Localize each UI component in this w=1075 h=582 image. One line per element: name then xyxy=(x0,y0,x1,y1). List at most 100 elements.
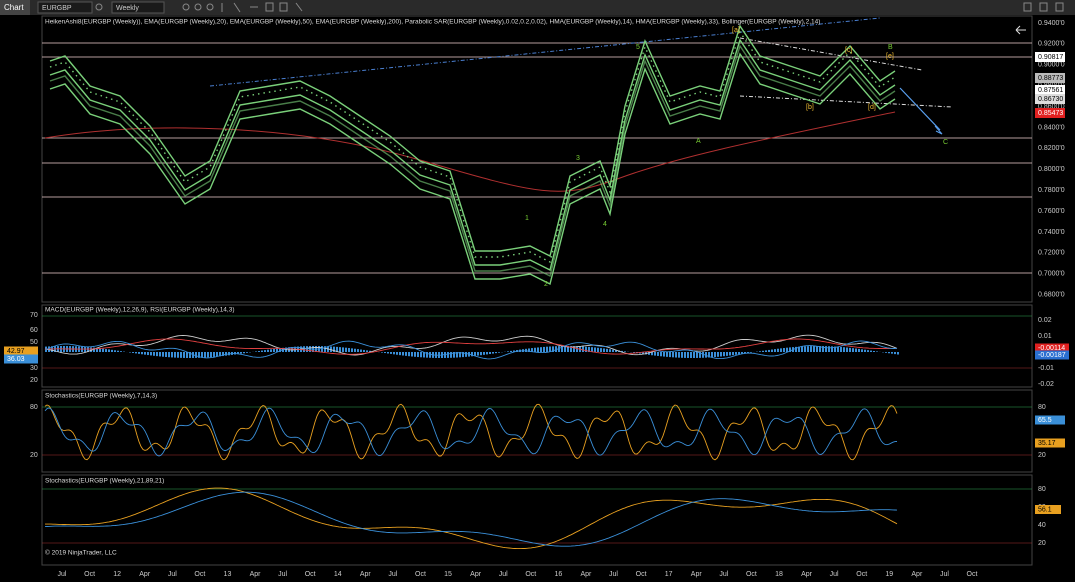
time-tick: Apr xyxy=(250,571,262,578)
macd-tick: -0.01 xyxy=(1038,365,1054,372)
macd-histogram xyxy=(570,346,572,352)
macd-histogram xyxy=(855,348,857,352)
price-tick: 0.7200'0 xyxy=(1038,250,1065,257)
wave: [a] xyxy=(732,27,740,34)
time-tick: Jul xyxy=(499,571,508,578)
rsi-tick: 30 xyxy=(30,365,38,372)
macd-histogram xyxy=(849,347,851,352)
tab[interactable] xyxy=(0,0,30,15)
macd-histogram xyxy=(708,352,710,358)
macd-histogram xyxy=(174,352,176,358)
macd-histogram xyxy=(507,351,509,352)
macd-histogram xyxy=(873,351,875,352)
macd-histogram xyxy=(534,347,536,352)
macd-histogram xyxy=(891,352,893,354)
price-flag-label: 0.88773 xyxy=(1038,75,1063,82)
macd-histogram xyxy=(336,346,338,352)
macd-histogram xyxy=(135,352,137,354)
macd-flag xyxy=(1035,350,1069,360)
macd-histogram xyxy=(189,352,191,358)
stoch2-tick: 80 xyxy=(1038,486,1046,493)
price-flag xyxy=(1035,73,1065,83)
wave: A xyxy=(696,138,701,145)
time-tick: 16 xyxy=(554,571,562,578)
symbol-box[interactable] xyxy=(37,1,93,14)
period-box[interactable] xyxy=(111,1,165,14)
macd-histogram xyxy=(813,346,815,352)
time-tick: 13 xyxy=(224,571,232,578)
macd-histogram xyxy=(183,352,185,358)
macd-histogram xyxy=(657,352,659,356)
macd-histogram xyxy=(210,352,212,358)
macd-histogram xyxy=(870,350,872,352)
macd-histogram xyxy=(459,352,461,358)
macd-histogram xyxy=(363,349,365,352)
macd-histogram xyxy=(381,352,383,353)
macd-histogram xyxy=(366,350,368,352)
stoch-tick: 80 xyxy=(30,404,38,411)
macd-histogram xyxy=(276,348,278,352)
price-flag-label: 0.90817 xyxy=(1038,54,1063,61)
macd-histogram xyxy=(858,348,860,352)
macd-histogram xyxy=(477,352,479,356)
rsi-flag-label: 42.97 xyxy=(7,348,25,355)
level-lines xyxy=(42,42,1032,274)
toolbar-icons xyxy=(95,2,1064,13)
macd-histogram xyxy=(693,352,695,358)
stoch-title: Stochastics(EURGBP (Weekly),7,14,3) xyxy=(45,393,157,400)
macd-histogram xyxy=(321,346,323,352)
macd-histogram xyxy=(609,349,611,352)
macd-histogram xyxy=(417,352,419,358)
stoch2-tick: 40 xyxy=(1038,522,1046,529)
macd-histogram xyxy=(489,352,491,355)
time-tick: Oct xyxy=(856,571,867,578)
macd-histogram xyxy=(759,351,761,352)
macd-histogram xyxy=(696,352,698,358)
macd-histogram xyxy=(261,350,263,352)
macd-histogram xyxy=(108,349,110,352)
macd-histogram xyxy=(765,350,767,352)
macd-histogram xyxy=(384,352,386,354)
macd-histogram xyxy=(738,352,740,355)
macd-histogram xyxy=(624,351,626,352)
macd-histogram xyxy=(279,348,281,352)
oscillator-line xyxy=(45,487,898,550)
macd-histogram xyxy=(426,352,428,358)
macd-histogram xyxy=(216,352,218,357)
macd-histogram xyxy=(513,350,515,352)
macd-histogram xyxy=(810,346,812,352)
macd-histogram xyxy=(606,348,608,352)
back-arrow[interactable] xyxy=(1015,25,1026,35)
macd-histogram xyxy=(498,352,500,353)
macd-histogram xyxy=(345,347,347,352)
time-tick: Apr xyxy=(911,571,923,578)
price-tick: 0.8000'0 xyxy=(1038,166,1065,173)
time-tick: Jul xyxy=(609,571,618,578)
macd-histogram xyxy=(780,348,782,352)
time-tick: Jul xyxy=(168,571,177,578)
time-tick: 18 xyxy=(775,571,783,578)
stoch-tick: 20 xyxy=(30,452,38,459)
wave: 2 xyxy=(544,281,548,288)
macd-title: MACD(EURGBP (Weekly),12,26,9), RSI(EURGB… xyxy=(45,307,235,314)
macd-histogram xyxy=(351,348,353,352)
macd-histogram xyxy=(483,352,485,355)
macd-histogram xyxy=(87,347,89,352)
macd-histogram xyxy=(429,352,431,358)
macd-histogram xyxy=(819,346,821,352)
macd-histogram xyxy=(144,352,146,355)
macd-histogram xyxy=(894,352,896,355)
macd-histogram xyxy=(240,352,242,354)
macd-histogram xyxy=(681,352,683,358)
macd-histogram xyxy=(768,349,770,352)
macd-histogram xyxy=(168,352,170,358)
wave: [b] xyxy=(806,104,814,111)
macd-histogram xyxy=(492,352,494,354)
generated: 0.9400'00.9200'00.9000'00.8800'00.8600'0… xyxy=(4,20,1069,578)
macd-histogram xyxy=(543,346,545,352)
macd-histogram xyxy=(537,347,539,352)
macd-histogram xyxy=(387,352,389,354)
macd-histogram xyxy=(846,347,848,352)
macd-flag-label: -0.00114 xyxy=(1038,345,1065,352)
